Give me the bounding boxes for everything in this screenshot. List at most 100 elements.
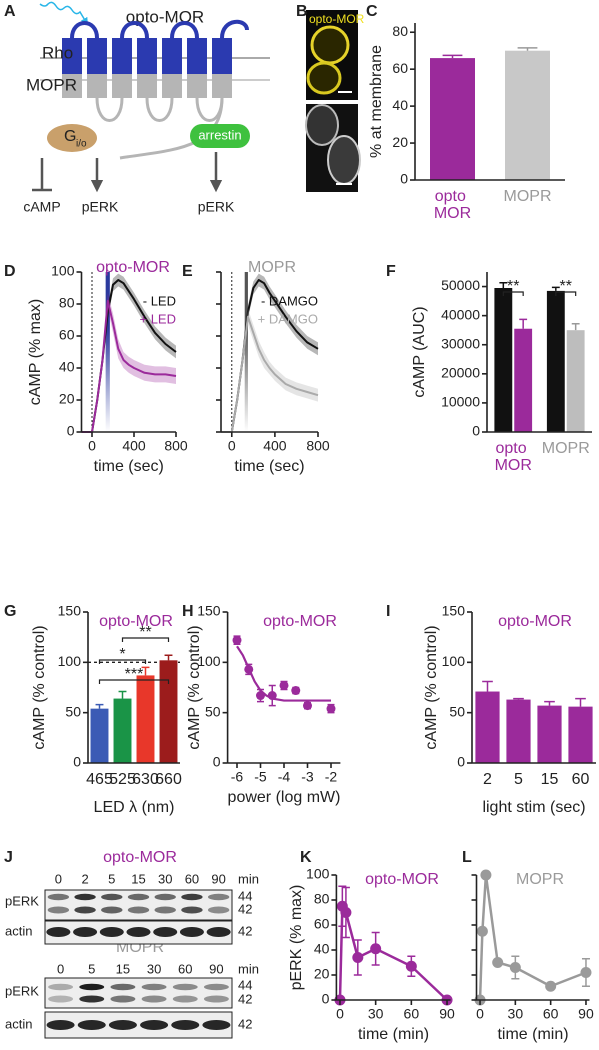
rho-label: Rho	[42, 43, 73, 62]
x-axis-title: time (min)	[358, 1026, 429, 1043]
light-arrow	[39, 1, 88, 26]
significance-bracket	[121, 637, 170, 642]
blot-lane-label: 60	[178, 961, 192, 976]
data-point	[545, 980, 557, 992]
blot-marker: 44	[238, 977, 252, 992]
blot-lane-label: 0	[57, 961, 64, 976]
chart-title: opto-MOR	[365, 871, 439, 888]
blot-band	[171, 1020, 200, 1030]
bar	[546, 290, 565, 432]
y-tick-label: 100	[197, 653, 221, 669]
blot-band	[47, 906, 70, 914]
blot-band	[127, 893, 150, 901]
blot-band	[79, 995, 105, 1003]
y-tick-label: 0	[213, 754, 221, 770]
loop	[95, 97, 124, 122]
x-tick-label: 30	[368, 1006, 384, 1022]
helix	[87, 38, 107, 74]
data-point	[326, 704, 336, 714]
error-bar	[511, 955, 520, 980]
data-point	[267, 691, 277, 701]
x-tick-label: 30	[508, 1006, 524, 1022]
data-point	[340, 907, 352, 918]
blot-band	[181, 893, 203, 901]
data-point	[492, 957, 504, 968]
x-axis-title: time (min)	[497, 1026, 568, 1043]
error-bar	[517, 47, 538, 51]
blot-band	[141, 995, 167, 1003]
significance-bracket	[98, 679, 170, 684]
bar	[505, 50, 550, 180]
panel-label: G	[4, 603, 16, 620]
blot-unit: min	[238, 961, 259, 976]
blot-band	[154, 906, 176, 914]
x-tick-label: opto MOR	[434, 188, 471, 222]
bar	[90, 708, 109, 763]
x-tick-label: 465	[86, 771, 113, 788]
g-protein-label: G	[64, 128, 76, 145]
x-tick-label: 60	[543, 1006, 559, 1022]
blot-band	[48, 995, 74, 1003]
significance-bracket	[555, 291, 577, 296]
data-point	[279, 680, 289, 690]
bar	[566, 330, 585, 432]
helix	[187, 38, 207, 74]
y-tick-label: 50	[449, 703, 465, 719]
error-bar	[371, 931, 380, 966]
blot-band	[79, 983, 105, 991]
chart-title: opto-MOR	[99, 613, 173, 630]
helix	[162, 74, 182, 98]
data-point	[232, 635, 242, 645]
blot-band	[206, 927, 231, 937]
legend-entry: + DAMGO	[258, 311, 318, 326]
y-tick-label: 10000	[441, 394, 480, 410]
bar	[568, 706, 593, 763]
arrestin-label: arrestin	[198, 127, 241, 142]
inhibit-arrow	[32, 158, 52, 192]
chart-title: MOPR	[516, 871, 564, 888]
blot-lane-label: 5	[88, 961, 95, 976]
x-tick-label: 800	[164, 438, 188, 454]
blot-lane-label: 90	[209, 961, 223, 976]
y-tick-label: 40000	[441, 306, 480, 322]
x-tick-label: -4	[278, 769, 291, 785]
cell	[306, 61, 342, 95]
x-tick-label: 0	[228, 438, 236, 454]
x-axis-title: light stim (sec)	[482, 799, 585, 816]
error-bar	[353, 939, 362, 976]
x-tick-label: 90	[439, 1006, 455, 1022]
panel-label: F	[386, 263, 396, 280]
x-axis-title: time (sec)	[94, 458, 164, 475]
legend-entry: + LED	[140, 311, 177, 326]
y-tick-label: 150	[58, 603, 82, 619]
y-tick-label: 100	[51, 263, 75, 279]
blot-band	[140, 1020, 169, 1030]
blot-unit: min	[238, 871, 259, 886]
loop	[220, 19, 249, 39]
blot-band	[126, 927, 151, 937]
y-tick-label: 20	[59, 391, 75, 407]
data-point	[303, 701, 312, 711]
data-line	[221, 315, 319, 433]
stimulus-window	[105, 272, 110, 432]
y-tick-label: 80	[59, 295, 75, 311]
data-line	[81, 299, 177, 433]
bar	[113, 698, 132, 763]
y-tick-label: 100	[306, 866, 330, 882]
chart-title: opto-MOR	[96, 259, 170, 276]
blot-marker: 44	[238, 888, 252, 903]
bar	[506, 699, 531, 763]
helix	[62, 74, 82, 98]
blot-band	[73, 927, 98, 937]
fit-curve	[236, 645, 331, 702]
blot-band	[74, 893, 96, 901]
bar	[136, 675, 155, 763]
blot-row-label: pERK	[5, 983, 39, 998]
helix	[137, 74, 157, 98]
y-tick-label: 0	[73, 754, 81, 770]
helix	[62, 38, 82, 74]
data-point	[291, 686, 301, 696]
helix	[112, 38, 132, 74]
g-protein	[47, 124, 97, 152]
